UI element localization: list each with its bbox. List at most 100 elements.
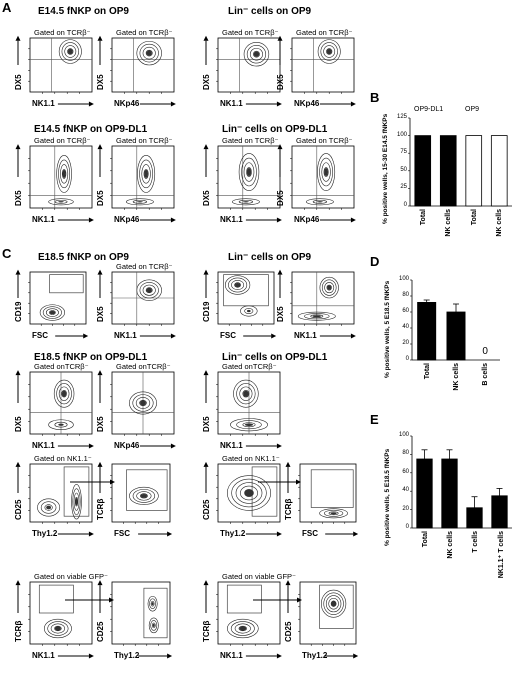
y-axis-arrow xyxy=(15,461,21,493)
y-tick-label: 80 xyxy=(402,450,409,457)
group-label: OP9 xyxy=(465,106,480,113)
contour-ring-146 xyxy=(328,597,339,610)
contour-ring-20 xyxy=(56,154,72,193)
title-c-4: Lin⁻ cells on OP9-DL1 xyxy=(222,352,328,363)
contour-core-4 xyxy=(67,48,73,55)
contour-ring-82 xyxy=(61,389,67,398)
y-tick-label: 0 xyxy=(405,356,409,362)
contour-core-105 xyxy=(75,497,78,506)
plot-frame xyxy=(291,145,355,209)
gate-box xyxy=(63,466,90,517)
contour-core-74 xyxy=(327,285,332,290)
category-label: NK cells xyxy=(453,363,460,391)
contour-ring-112 xyxy=(136,491,152,501)
contour-ring-123 xyxy=(328,511,339,516)
y-axis-label: TCRβ xyxy=(284,498,293,520)
plot-frame xyxy=(29,271,87,325)
contour-ring-25 xyxy=(48,198,74,206)
contour-ring-11 xyxy=(246,44,267,64)
y-axis-arrow xyxy=(97,580,103,613)
x-axis-label: NKp46 xyxy=(294,215,320,224)
contour-ring-113 xyxy=(139,493,148,499)
y-tick-label: 100 xyxy=(398,276,409,282)
y-axis-arrow xyxy=(203,35,209,65)
contour-ring-101 xyxy=(71,484,82,520)
y-axis-label: DX5 xyxy=(276,74,285,90)
plot-frame xyxy=(217,145,281,209)
flow-plot-18 xyxy=(298,463,357,524)
x-axis-arrow xyxy=(319,101,356,107)
x-axis-label: NK1.1 xyxy=(220,215,243,224)
contour-core-35 xyxy=(136,201,143,203)
contour-ring-30 xyxy=(141,164,151,184)
contour-ring-34 xyxy=(132,199,148,204)
y-axis-arrow xyxy=(15,370,21,403)
y-axis-label: DX5 xyxy=(14,74,23,90)
contour-ring-144 xyxy=(323,592,344,615)
y-axis-arrow xyxy=(203,580,209,613)
contour-ring-33 xyxy=(125,198,154,206)
flow-plot-17 xyxy=(216,463,281,524)
contour-ring-122 xyxy=(323,509,344,517)
y-axis-arrow xyxy=(277,144,283,177)
x-axis-arrow xyxy=(319,217,356,223)
contour-core-61 xyxy=(146,287,152,293)
contour-ring-98 xyxy=(236,420,262,430)
flow-plot-22 xyxy=(298,581,357,646)
y-axis-arrow xyxy=(203,269,209,298)
contour-ring-132 xyxy=(150,600,155,607)
y-tick-label: 25 xyxy=(400,184,407,191)
contour-ring-84 xyxy=(48,419,74,430)
contour-ring-29 xyxy=(139,159,153,189)
contour-ring-118 xyxy=(240,485,258,501)
flow-plot-20 xyxy=(110,581,171,646)
flow-plot-16 xyxy=(110,463,171,524)
gate-transfer-arrow-2 xyxy=(258,479,301,485)
panel-label-b: B xyxy=(370,90,380,105)
y-axis-title: % positive wells, 5 E18.5 fNKPs xyxy=(384,280,391,378)
contour-core-9 xyxy=(146,50,152,56)
gate-label: Gated on viable GFP⁻ xyxy=(34,572,108,581)
contour-ring-70 xyxy=(319,276,339,299)
x-axis-label: NK1.1 xyxy=(220,441,243,450)
group-label: OP9-DL1 xyxy=(414,106,444,113)
x-axis-arrow xyxy=(243,333,277,339)
contour-ring-115 xyxy=(227,475,272,511)
gate-label: Gated on TCRβ⁻ xyxy=(222,136,279,145)
contour-ring-87 xyxy=(129,391,157,415)
y-axis-label: CD19 xyxy=(14,301,23,322)
y-axis-arrow xyxy=(203,144,209,177)
gate-transfer-arrow-4 xyxy=(253,597,302,603)
flow-plot-5 xyxy=(110,145,175,210)
category-label: Total xyxy=(470,209,478,226)
contour-ring-76 xyxy=(304,313,330,320)
flow-plot-1 xyxy=(110,37,175,94)
flow-plot-3 xyxy=(290,37,355,94)
contour-ring-140 xyxy=(234,623,251,634)
contour-ring-49 xyxy=(305,198,334,206)
contour-ring-8 xyxy=(145,49,153,57)
x-axis-arrow xyxy=(139,217,176,223)
x-axis-arrow xyxy=(325,653,359,659)
contour-ring-44 xyxy=(317,153,336,191)
contour-core-14 xyxy=(253,51,260,57)
x-axis-label: NK1.1 xyxy=(220,651,243,660)
contour-ring-67 xyxy=(240,305,258,317)
x-axis-label: NK1.1 xyxy=(32,215,55,224)
contour-ring-39 xyxy=(246,167,252,177)
x-axis-arrow xyxy=(245,653,282,659)
contour-ring-23 xyxy=(61,168,67,179)
contour-ring-131 xyxy=(149,598,156,609)
contour-ring-80 xyxy=(56,383,72,405)
gate-label: Gated on viable GFP⁻ xyxy=(222,572,296,581)
y-axis-label: DX5 xyxy=(96,190,105,206)
y-axis-arrow xyxy=(15,35,21,65)
contour-core-137 xyxy=(152,623,155,628)
y-axis-label: DX5 xyxy=(202,74,211,90)
x-axis-label: NK1.1 xyxy=(32,651,55,660)
contour-core-129 xyxy=(54,626,61,631)
y-tick-label: 100 xyxy=(398,432,409,438)
bar-B-2 xyxy=(465,135,483,207)
contour-ring-75 xyxy=(297,311,336,321)
